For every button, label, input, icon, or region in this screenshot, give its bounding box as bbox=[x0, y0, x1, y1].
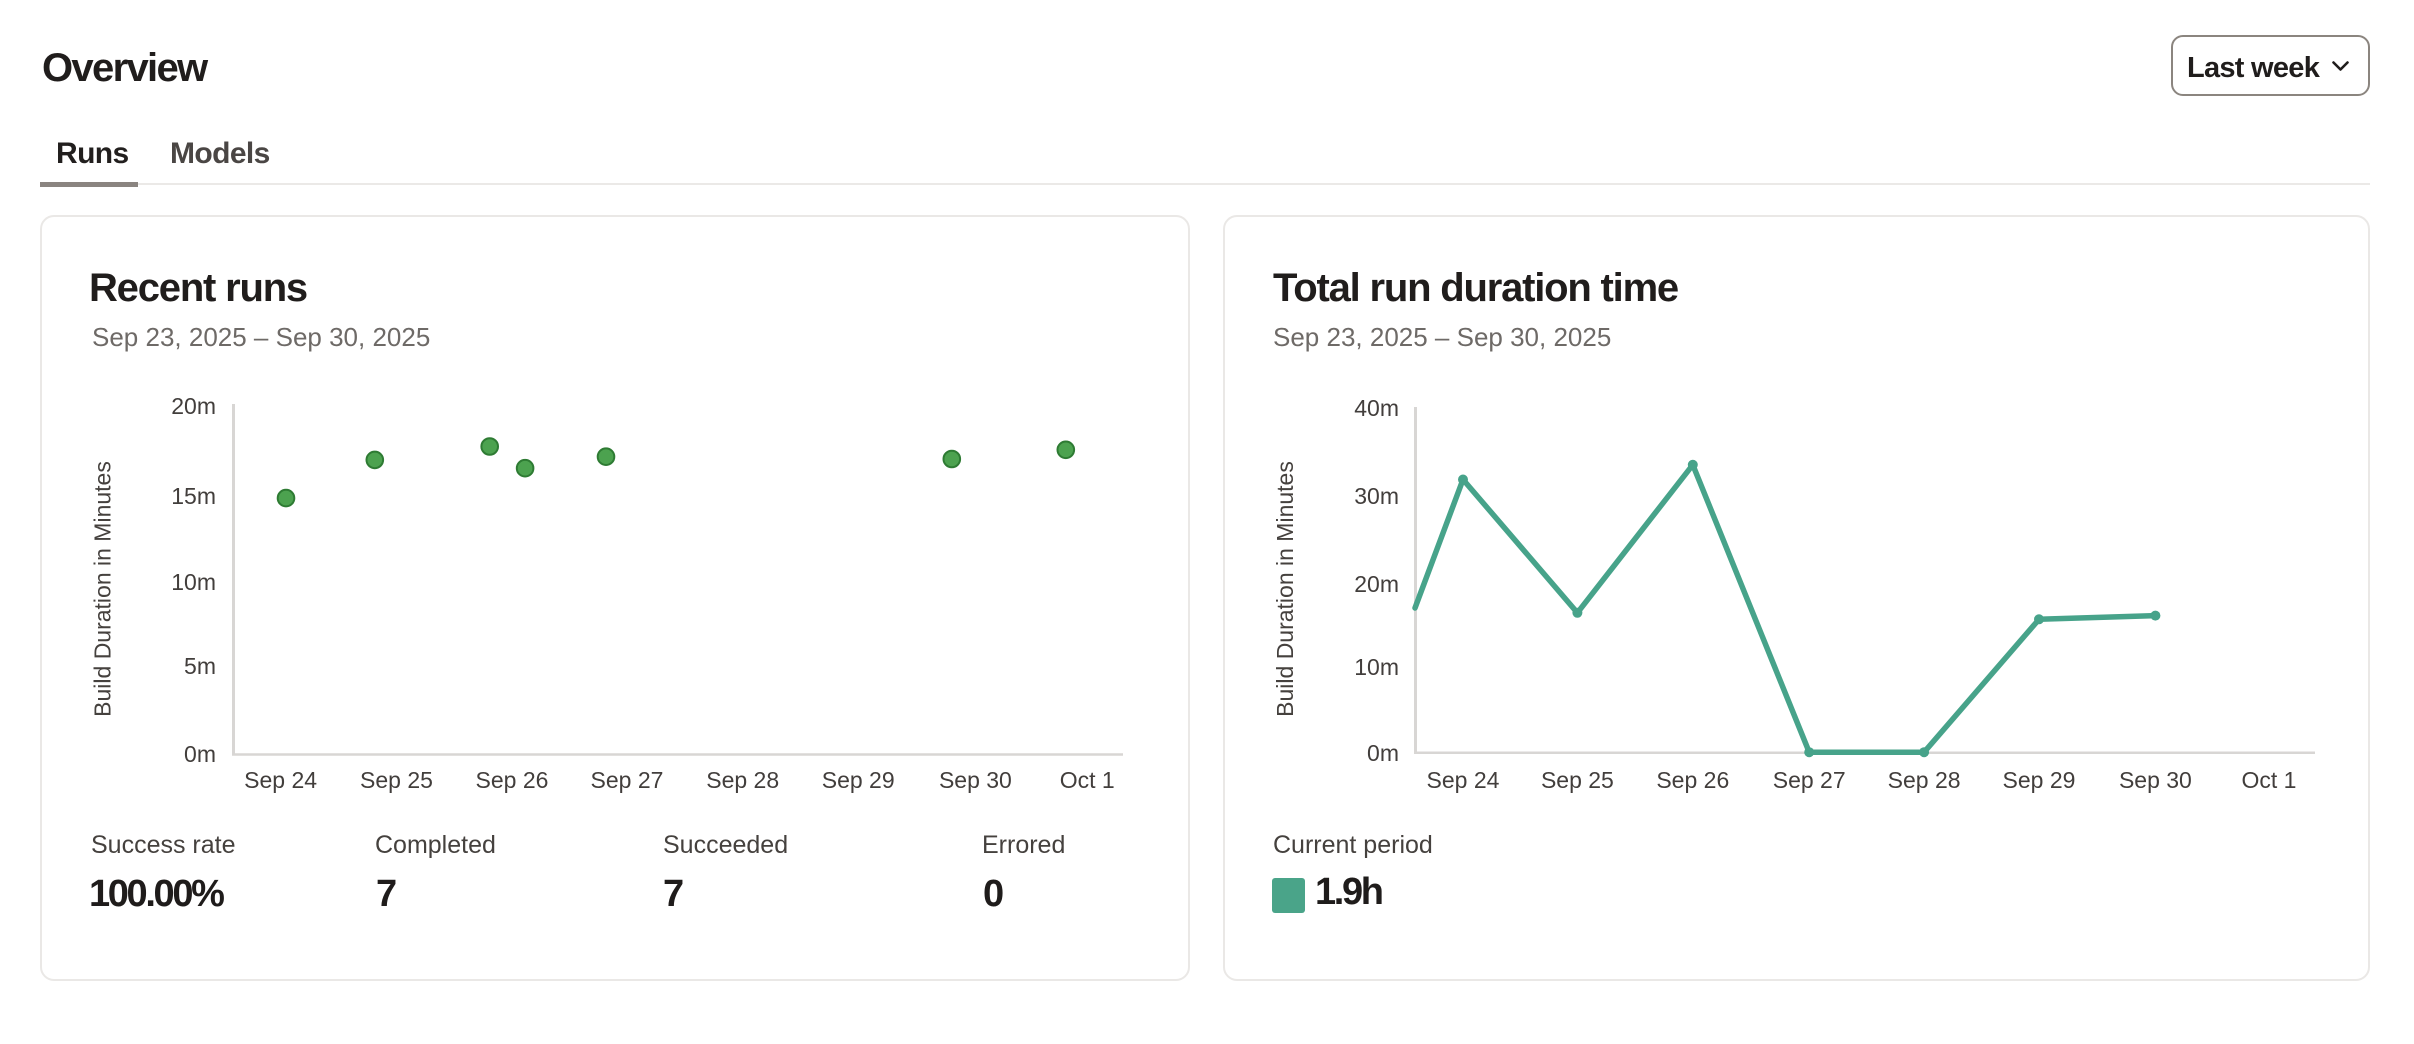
svg-text:Sep 26: Sep 26 bbox=[1656, 767, 1729, 793]
svg-text:Sep 25: Sep 25 bbox=[1541, 767, 1614, 793]
svg-text:20m: 20m bbox=[171, 393, 216, 419]
svg-text:Sep 24: Sep 24 bbox=[1427, 767, 1500, 793]
svg-text:30m: 30m bbox=[1354, 483, 1399, 509]
svg-text:Sep 27: Sep 27 bbox=[591, 767, 664, 793]
svg-text:Build Duration in Minutes: Build Duration in Minutes bbox=[90, 461, 116, 717]
svg-text:0m: 0m bbox=[184, 741, 216, 767]
svg-text:10m: 10m bbox=[171, 569, 216, 595]
svg-text:10m: 10m bbox=[1354, 654, 1399, 680]
svg-text:Build Duration in Minutes: Build Duration in Minutes bbox=[1272, 461, 1298, 717]
svg-text:Sep 27: Sep 27 bbox=[1773, 767, 1846, 793]
svg-text:Sep 28: Sep 28 bbox=[1888, 767, 1961, 793]
svg-text:Oct 1: Oct 1 bbox=[1060, 767, 1115, 793]
svg-text:Sep 30: Sep 30 bbox=[2119, 767, 2192, 793]
svg-text:15m: 15m bbox=[171, 483, 216, 509]
svg-text:Sep 25: Sep 25 bbox=[360, 767, 433, 793]
svg-text:Sep 29: Sep 29 bbox=[822, 767, 895, 793]
svg-text:40m: 40m bbox=[1354, 395, 1399, 421]
svg-text:Sep 28: Sep 28 bbox=[706, 767, 779, 793]
svg-text:Sep 26: Sep 26 bbox=[476, 767, 549, 793]
svg-text:Sep 29: Sep 29 bbox=[2003, 767, 2076, 793]
svg-text:0m: 0m bbox=[1367, 740, 1399, 766]
svg-text:Sep 24: Sep 24 bbox=[244, 767, 317, 793]
svg-text:Oct 1: Oct 1 bbox=[2242, 767, 2297, 793]
svg-text:Sep 30: Sep 30 bbox=[939, 767, 1012, 793]
svg-text:20m: 20m bbox=[1354, 571, 1399, 597]
svg-text:5m: 5m bbox=[184, 653, 216, 679]
